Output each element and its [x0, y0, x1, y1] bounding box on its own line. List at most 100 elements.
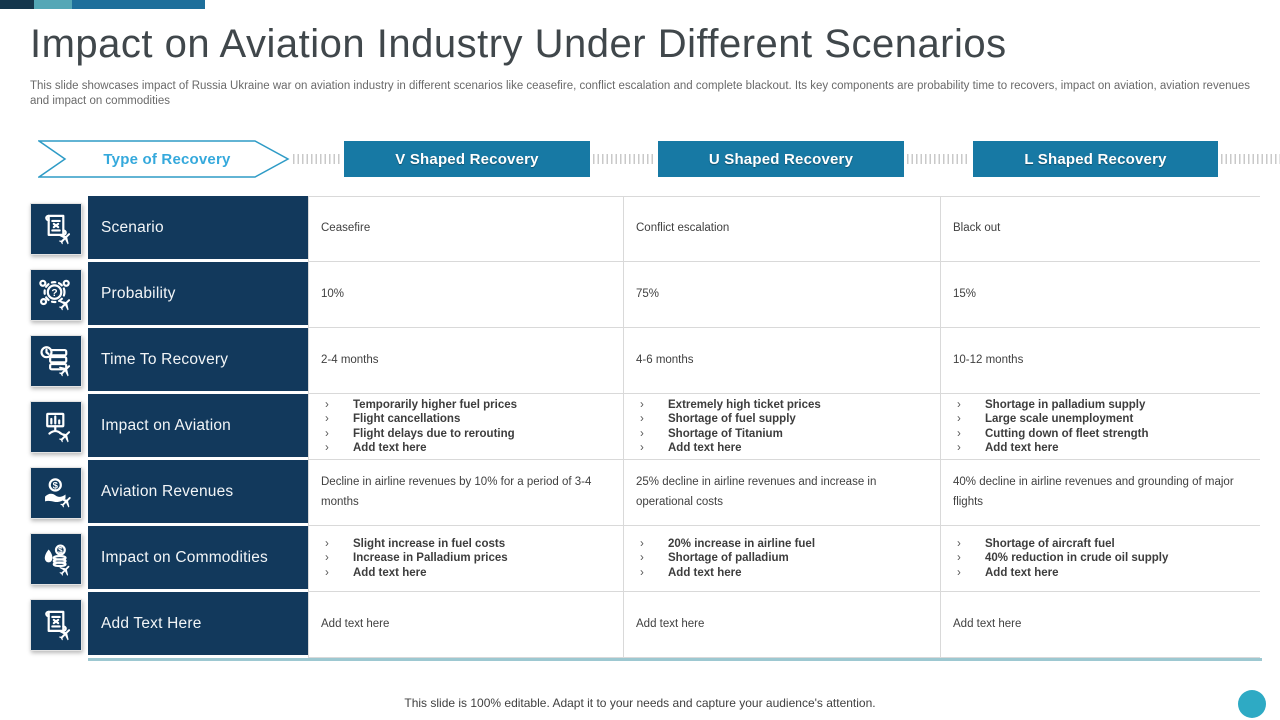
scenario-table: Scenario Ceasefire Conflict escalation B… — [30, 196, 1262, 658]
bullet-item: › Shortage of Titanium — [636, 427, 928, 441]
bullet-marker: › — [640, 413, 644, 426]
bullet-marker: › — [640, 538, 644, 551]
impact-on-aviation-chart-icon — [30, 401, 82, 453]
slide-subtitle: This slide showcases impact of Russia Uk… — [30, 80, 1251, 108]
bullet-item: › Shortage of aircraft fuel — [953, 537, 1248, 551]
accent-segment-navy — [0, 0, 34, 9]
table-cell[interactable]: Black out — [941, 196, 1260, 262]
bullet-marker: › — [957, 552, 961, 565]
table-row-add-text-here: Add Text Here Add text here Add text her… — [30, 592, 1262, 658]
table-cell[interactable]: Add text here — [941, 592, 1260, 658]
table-row-scenario: Scenario Ceasefire Conflict escalation B… — [30, 196, 1262, 262]
svg-text:?: ? — [51, 288, 57, 299]
svg-text:$: $ — [58, 546, 63, 555]
table-cell[interactable]: 40% decline in airline revenues and grou… — [941, 460, 1260, 526]
dotted-connector — [907, 154, 970, 164]
table-cell[interactable]: 75% — [624, 262, 941, 328]
table-cell[interactable]: › Extremely high ticket prices › Shortage … — [624, 394, 941, 460]
accent-segment-teal — [34, 0, 72, 9]
table-cell[interactable]: Ceasefire — [308, 196, 624, 262]
row-label: Time To Recovery — [88, 328, 308, 394]
table-cell[interactable]: › Slight increase in fuel costs › Increase… — [308, 526, 624, 592]
corner-circle-decoration — [1238, 690, 1266, 718]
bullet-list: › Shortage in palladium supply › Large sca… — [953, 398, 1248, 455]
header-u-shaped-recovery[interactable]: U Shaped Recovery — [658, 141, 904, 177]
bullet-item: › Shortage of fuel supply — [636, 412, 928, 426]
header-l-shaped-recovery[interactable]: L Shaped Recovery — [973, 141, 1218, 177]
impact-on-commodities-oil-coins-icon: $ — [30, 533, 82, 585]
page-title: Impact on Aviation Industry Under Differ… — [30, 22, 1007, 66]
table-cell[interactable]: Conflict escalation — [624, 196, 941, 262]
table-row-impact-on-commodities: $ Impact on Commodities › Slight increase… — [30, 526, 1262, 592]
table-cell[interactable]: Add text here — [624, 592, 941, 658]
footer-note: This slide is 100% editable. Adapt it to… — [404, 696, 876, 710]
bullet-marker: › — [957, 441, 961, 454]
bullet-item: › Increase in Palladium prices — [321, 551, 611, 565]
bullet-list: › Shortage of aircraft fuel › 40% reductio… — [953, 537, 1248, 580]
aviation-revenues-hand-dollar-icon: $ — [30, 467, 82, 519]
type-of-recovery-label: Type of Recovery — [103, 150, 231, 168]
bullet-marker: › — [640, 427, 644, 440]
table-cell[interactable]: › Shortage of aircraft fuel › 40% reductio… — [941, 526, 1260, 592]
bullet-marker: › — [325, 552, 329, 565]
bullet-item: › Cutting down of fleet strength — [953, 427, 1248, 441]
bullet-marker: › — [325, 413, 329, 426]
bullet-item: › Temporarily higher fuel prices — [321, 398, 611, 412]
bullet-marker: › — [640, 398, 644, 411]
bullet-marker: › — [325, 441, 329, 454]
table-cell[interactable]: 10-12 months — [941, 328, 1260, 394]
bullet-item: › Shortage of palladium — [636, 551, 928, 565]
bullet-marker: › — [325, 427, 329, 440]
arrow-banner-shape — [38, 140, 290, 178]
table-cell[interactable]: 10% — [308, 262, 624, 328]
recovery-header-band: Type of Recovery V Shaped Recovery U Sha… — [0, 140, 1280, 178]
table-cell[interactable]: 2-4 months — [308, 328, 624, 394]
table-row-time-to-recovery: Time To Recovery 2-4 months 4-6 months 1… — [30, 328, 1262, 394]
bullet-item: › Add text here — [953, 441, 1248, 455]
bullet-marker: › — [957, 413, 961, 426]
bullet-item: › Large scale unemployment — [953, 412, 1248, 426]
bullet-marker: › — [325, 566, 329, 579]
bullet-item: › Add text here — [636, 566, 928, 580]
table-cell[interactable]: Decline in airline revenues by 10% for a… — [308, 460, 624, 526]
bullet-item: › Add text here — [636, 441, 928, 455]
dotted-connector — [593, 154, 655, 164]
bullet-item: › Shortage in palladium supply — [953, 398, 1248, 412]
bullet-marker: › — [640, 566, 644, 579]
bullet-item: › Add text here — [321, 566, 611, 580]
table-cell[interactable]: Add text here — [308, 592, 624, 658]
bullet-item: › Add text here — [321, 441, 611, 455]
scenario-scroll-icon — [30, 203, 82, 255]
table-cell[interactable]: › 20% increase in airline fuel › Shortage … — [624, 526, 941, 592]
bullet-list: › 20% increase in airline fuel › Shortage … — [636, 537, 928, 580]
type-of-recovery-banner[interactable]: Type of Recovery — [38, 140, 290, 178]
bullet-item: › Flight delays due to rerouting — [321, 427, 611, 441]
bullet-list: › Slight increase in fuel costs › Increase… — [321, 537, 611, 580]
bullet-marker: › — [957, 566, 961, 579]
table-row-aviation-revenues: $ Aviation Revenues Decline in airline r… — [30, 460, 1262, 526]
table-cell[interactable]: › Shortage in palladium supply › Large sca… — [941, 394, 1260, 460]
svg-text:$: $ — [53, 481, 59, 492]
bullet-list: › Temporarily higher fuel prices › Flight … — [321, 398, 611, 455]
bullet-item: › 20% increase in airline fuel — [636, 537, 928, 551]
row-label: Impact on Commodities — [88, 526, 308, 592]
table-cell[interactable]: 4-6 months — [624, 328, 941, 394]
table-cell[interactable]: 25% decline in airline revenues and incr… — [624, 460, 941, 526]
time-to-recovery-server-clock-icon — [30, 335, 82, 387]
table-cell[interactable]: › Temporarily higher fuel prices › Flight … — [308, 394, 624, 460]
bullet-list: › Extremely high ticket prices › Shortage … — [636, 398, 928, 455]
bullet-item: › Add text here — [953, 566, 1248, 580]
bullet-marker: › — [640, 441, 644, 454]
bullet-marker: › — [957, 427, 961, 440]
bullet-item: › 40% reduction in crude oil supply — [953, 551, 1248, 565]
row-label: Probability — [88, 262, 308, 328]
table-cell[interactable]: 15% — [941, 262, 1260, 328]
row-label: Scenario — [88, 196, 308, 262]
dotted-connector — [293, 154, 341, 164]
bullet-item: › Slight increase in fuel costs — [321, 537, 611, 551]
add-text-here-scroll-icon — [30, 599, 82, 651]
bullet-marker: › — [957, 398, 961, 411]
table-row-probability: ? Probability 10% 75% 15% — [30, 262, 1262, 328]
header-v-shaped-recovery[interactable]: V Shaped Recovery — [344, 141, 590, 177]
